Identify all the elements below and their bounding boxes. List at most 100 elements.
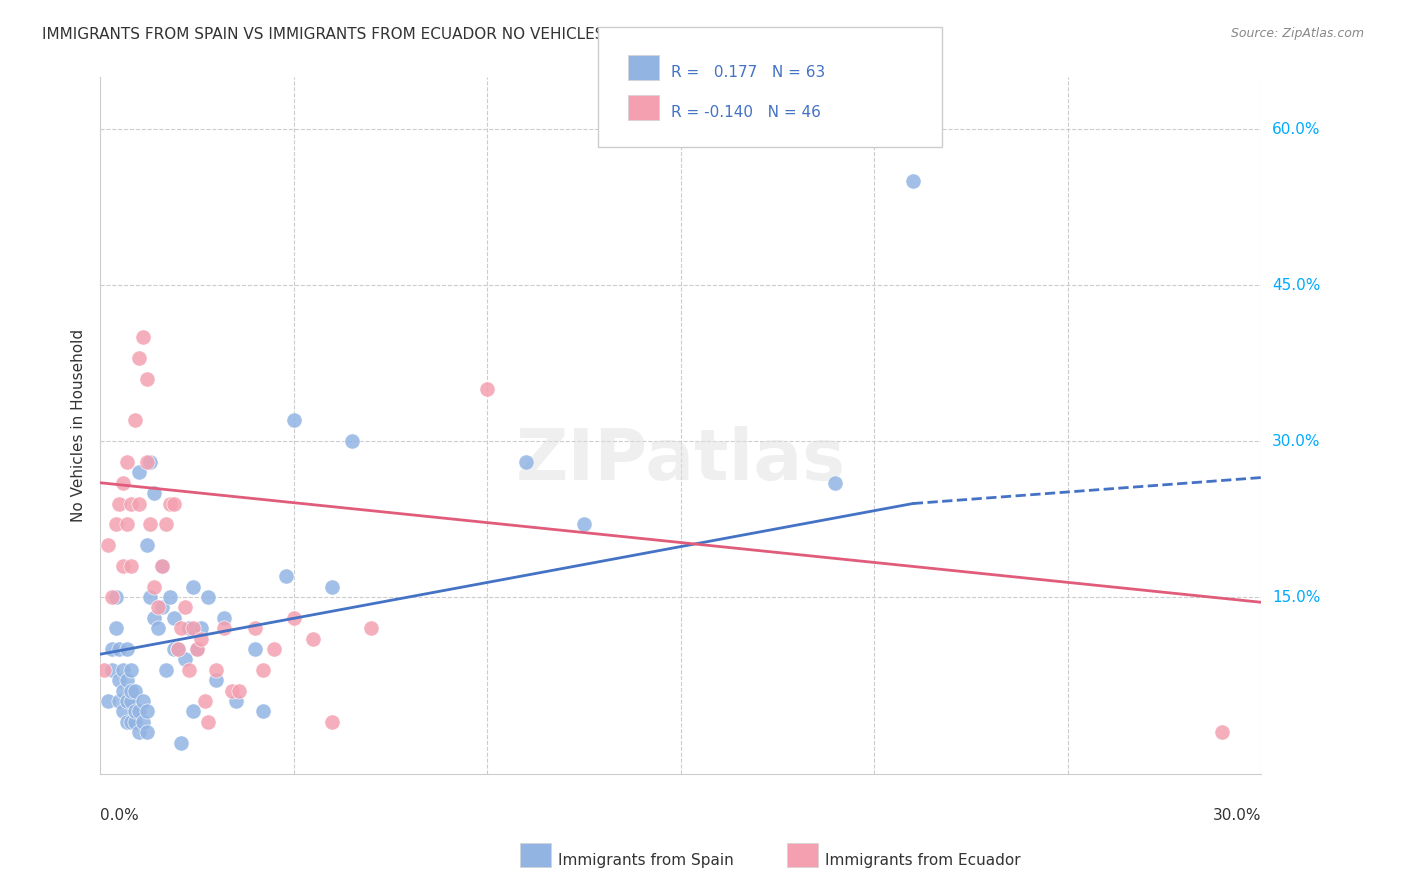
- Point: [170, 735, 193, 749]
- Point: [243, 642, 266, 657]
- Point: [186, 642, 208, 657]
- Text: Source: ZipAtlas.com: Source: ZipAtlas.com: [1230, 27, 1364, 40]
- Point: [143, 580, 166, 594]
- Text: 30.0%: 30.0%: [1272, 434, 1320, 449]
- Point: [135, 455, 157, 469]
- Point: [321, 714, 343, 729]
- Point: [124, 705, 146, 719]
- Point: [228, 683, 250, 698]
- Point: [128, 725, 150, 739]
- Point: [475, 382, 498, 396]
- Point: [901, 174, 924, 188]
- Point: [97, 694, 120, 708]
- Point: [340, 434, 363, 449]
- Point: [115, 517, 138, 532]
- Text: ZIPatlas: ZIPatlas: [516, 425, 845, 495]
- Point: [252, 663, 274, 677]
- Point: [174, 600, 197, 615]
- Point: [104, 517, 127, 532]
- Point: [124, 413, 146, 427]
- Point: [150, 558, 173, 573]
- Point: [115, 714, 138, 729]
- Point: [302, 632, 325, 646]
- Point: [166, 642, 188, 657]
- Point: [115, 694, 138, 708]
- Point: [120, 497, 142, 511]
- Point: [93, 663, 115, 677]
- Text: R = -0.140   N = 46: R = -0.140 N = 46: [671, 105, 821, 120]
- Point: [124, 683, 146, 698]
- Point: [225, 694, 247, 708]
- Point: [150, 600, 173, 615]
- Text: 60.0%: 60.0%: [1272, 122, 1320, 136]
- Point: [124, 714, 146, 729]
- Point: [135, 725, 157, 739]
- Point: [120, 694, 142, 708]
- Point: [108, 642, 131, 657]
- Point: [179, 621, 201, 635]
- Point: [159, 590, 181, 604]
- Point: [181, 621, 204, 635]
- Point: [148, 621, 170, 635]
- Point: [181, 705, 204, 719]
- Point: [197, 590, 219, 604]
- Point: [143, 486, 166, 500]
- Point: [108, 673, 131, 688]
- Point: [97, 538, 120, 552]
- Point: [120, 663, 142, 677]
- Point: [243, 621, 266, 635]
- Point: [321, 580, 343, 594]
- Point: [163, 642, 186, 657]
- Point: [135, 705, 157, 719]
- Point: [283, 611, 305, 625]
- Point: [120, 683, 142, 698]
- Point: [221, 683, 243, 698]
- Point: [190, 621, 212, 635]
- Point: [104, 621, 127, 635]
- Point: [128, 466, 150, 480]
- Point: [181, 580, 204, 594]
- Text: 15.0%: 15.0%: [1272, 590, 1320, 605]
- Point: [128, 497, 150, 511]
- Point: [112, 475, 135, 490]
- Point: [170, 621, 193, 635]
- Point: [112, 705, 135, 719]
- Point: [108, 694, 131, 708]
- Point: [194, 694, 217, 708]
- Text: IMMIGRANTS FROM SPAIN VS IMMIGRANTS FROM ECUADOR NO VEHICLES IN HOUSEHOLD CORREL: IMMIGRANTS FROM SPAIN VS IMMIGRANTS FROM…: [42, 27, 898, 42]
- Text: 30.0%: 30.0%: [1212, 808, 1261, 823]
- Point: [100, 663, 122, 677]
- Point: [143, 611, 166, 625]
- Point: [163, 497, 186, 511]
- Point: [100, 642, 122, 657]
- Point: [112, 683, 135, 698]
- Point: [197, 714, 219, 729]
- Point: [163, 611, 186, 625]
- Point: [100, 590, 122, 604]
- Point: [115, 455, 138, 469]
- Point: [1211, 725, 1233, 739]
- Point: [572, 517, 595, 532]
- Point: [139, 455, 162, 469]
- Point: [205, 673, 228, 688]
- Point: [112, 663, 135, 677]
- Point: [155, 663, 177, 677]
- Point: [212, 611, 235, 625]
- Point: [159, 497, 181, 511]
- Point: [179, 663, 201, 677]
- Point: [174, 652, 197, 666]
- Text: Immigrants from Spain: Immigrants from Spain: [558, 854, 734, 868]
- Text: R =   0.177   N = 63: R = 0.177 N = 63: [671, 65, 825, 79]
- Text: 0.0%: 0.0%: [100, 808, 139, 823]
- Text: 45.0%: 45.0%: [1272, 277, 1320, 293]
- Point: [190, 632, 212, 646]
- Point: [139, 517, 162, 532]
- Point: [115, 642, 138, 657]
- Point: [824, 475, 846, 490]
- Point: [128, 705, 150, 719]
- Point: [274, 569, 297, 583]
- Point: [150, 558, 173, 573]
- Point: [186, 642, 208, 657]
- Point: [212, 621, 235, 635]
- Point: [131, 330, 153, 344]
